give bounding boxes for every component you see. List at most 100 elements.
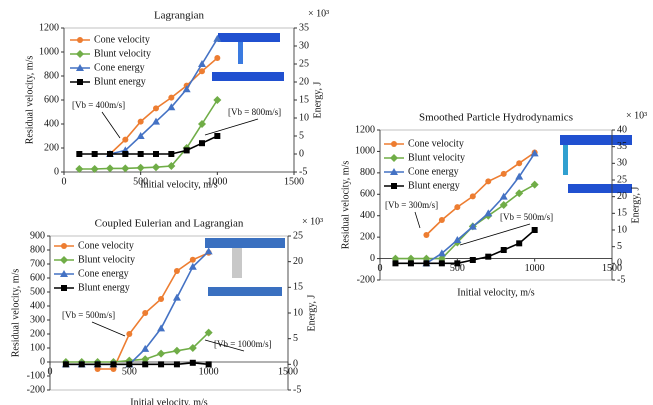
marker	[63, 361, 69, 367]
y-tick-label: 0	[40, 356, 45, 367]
legend-label: Blunt energy	[408, 180, 460, 191]
chart-title: Smoothed Particle Hydrodynamics	[419, 112, 573, 124]
x-tick-label: 1500	[284, 176, 304, 187]
marker	[138, 151, 144, 157]
y-tick-label: 800	[360, 167, 375, 178]
y2-tick-label: 5	[293, 333, 298, 344]
y-tick-label: 600	[30, 272, 45, 283]
y-tick-label: 0	[370, 253, 375, 264]
y2-tick-label: 40	[617, 124, 627, 135]
marker	[168, 151, 174, 157]
y-tick-label: 500	[30, 286, 45, 297]
y2-tick-label: 30	[617, 158, 627, 169]
marker	[391, 183, 397, 189]
marker	[391, 141, 397, 147]
marker	[501, 247, 507, 253]
marker	[158, 361, 164, 367]
y2-tick-label: 0	[617, 258, 622, 269]
x-axis-label: Initial velocity, m/s	[130, 397, 208, 405]
y2-tick-label: 15	[617, 208, 627, 219]
x-axis-label: Initial velocity, m/s	[140, 179, 218, 190]
inset-image	[208, 287, 282, 296]
marker	[153, 151, 159, 157]
marker	[454, 260, 460, 266]
legend-label: Cone velocity	[408, 138, 464, 149]
y-tick-label: 200	[44, 142, 59, 153]
annotation: [Vb = 300m/s]	[385, 200, 438, 210]
marker	[214, 133, 220, 139]
y-tick-label: 600	[360, 189, 375, 200]
y-tick-label: 200	[360, 231, 375, 242]
annotation: [Vb = 400m/s]	[72, 100, 125, 110]
marker	[153, 105, 159, 111]
marker	[110, 361, 116, 367]
legend-label: Cone energy	[94, 62, 145, 73]
y-tick-label: 0	[54, 166, 59, 177]
marker	[532, 227, 538, 233]
y2-tick-label: 20	[617, 191, 627, 202]
marker	[142, 310, 148, 316]
marker	[168, 95, 174, 101]
y-tick-label: 1000	[39, 46, 59, 57]
x-axis-label: Initial velocity, m/s	[457, 287, 535, 298]
x-tick-label: 0	[62, 176, 67, 187]
marker	[199, 140, 205, 146]
legend-label: Blunt velocity	[94, 48, 151, 59]
y-tick-label: 400	[30, 300, 45, 311]
annotation: [Vb = 500m/s]	[500, 212, 553, 222]
marker	[92, 151, 98, 157]
marker	[77, 79, 83, 85]
marker	[454, 204, 460, 210]
marker	[206, 361, 212, 367]
marker	[61, 285, 67, 291]
legend-label: Cone velocity	[94, 34, 150, 45]
marker	[95, 361, 101, 367]
marker	[126, 361, 132, 367]
marker	[76, 151, 82, 157]
y2-multiplier: × 10³	[302, 216, 323, 227]
y2-axis-label: Energy, J	[306, 294, 317, 331]
legend-label: Blunt velocity	[78, 254, 135, 265]
y2-multiplier: × 10³	[308, 8, 329, 19]
marker	[126, 331, 132, 337]
annotation: [Vb = 500m/s]	[62, 310, 115, 320]
chart-title: Coupled Eulerian and Lagrangian	[95, 218, 244, 230]
y2-tick-label: -5	[617, 274, 625, 285]
y2-tick-label: 25	[617, 174, 627, 185]
marker	[138, 119, 144, 125]
y2-multiplier: × 10³	[626, 110, 647, 121]
marker	[423, 260, 429, 266]
y-tick-label: 800	[44, 70, 59, 81]
background	[0, 0, 653, 405]
y-tick-label: 400	[44, 118, 59, 129]
y-tick-label: 100	[30, 342, 45, 353]
y2-tick-label: 25	[299, 58, 309, 69]
legend-label: Cone energy	[408, 166, 459, 177]
marker	[392, 260, 398, 266]
y-tick-label: 1000	[355, 146, 375, 157]
inset-image	[563, 145, 568, 175]
marker	[107, 151, 113, 157]
y-axis-label: Residual velocity, m/s	[10, 269, 21, 358]
marker	[142, 361, 148, 367]
marker	[516, 240, 522, 246]
marker	[79, 361, 85, 367]
legend-label: Blunt energy	[78, 282, 130, 293]
y-axis-label: Residual velocity, m/s	[24, 56, 35, 145]
y2-tick-label: 20	[299, 76, 309, 87]
x-tick-label: 1000	[199, 366, 219, 377]
marker	[439, 260, 445, 266]
marker	[485, 254, 491, 260]
legend-label: Cone velocity	[78, 240, 134, 251]
y2-tick-label: 15	[299, 94, 309, 105]
marker	[485, 178, 491, 184]
figure: 050010001500020040060080010001200-505101…	[0, 0, 653, 405]
y-tick-label: -200	[357, 274, 375, 285]
y2-tick-label: 0	[299, 148, 304, 159]
y-tick-label: 600	[44, 94, 59, 105]
x-tick-label: 0	[378, 263, 383, 274]
marker	[77, 37, 83, 43]
marker	[470, 193, 476, 199]
annotation: [Vb = 800m/s]	[228, 107, 281, 117]
legend-label: Cone energy	[78, 268, 129, 279]
